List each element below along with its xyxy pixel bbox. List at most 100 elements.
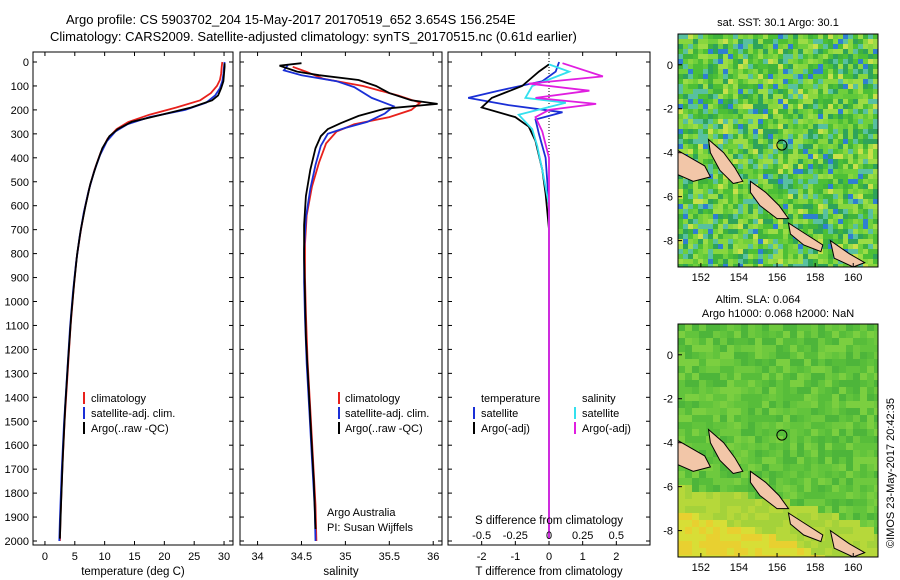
map-cell [733,119,738,124]
map-cell [768,64,773,69]
map-cell [873,69,878,74]
map-cell [741,499,748,506]
map-cell [874,527,878,534]
map-cell [833,169,838,174]
map-cell [846,534,853,541]
map-cell [825,555,832,557]
map-cell [848,149,853,154]
map-cell [783,234,788,239]
map-cell [833,139,838,144]
map-cell [853,219,858,224]
map-cell [728,94,733,99]
depth-tick-label: 400 [11,153,29,165]
map-cell [713,513,720,520]
map-cell [763,224,768,229]
map-cell [867,541,874,548]
map-cell [858,114,863,119]
map-cell [727,359,734,366]
map-cell [738,134,743,139]
map-cell [738,244,743,249]
map-cell [728,49,733,54]
map-cell [811,373,818,380]
map-cell [828,194,833,199]
map-cell [793,199,798,204]
map-cell [698,54,703,59]
map-cell [723,189,728,194]
map-cell [804,443,811,450]
map-cell [804,415,811,422]
map-cell [688,119,693,124]
map-cell [738,144,743,149]
map-cell [748,541,755,548]
map-cell [788,204,793,209]
map-cell [858,194,863,199]
map-cell [733,194,738,199]
map-cell [718,124,723,129]
map-cell [863,149,868,154]
map-cell [753,109,758,114]
map-cell [748,429,755,436]
map-cell [798,74,803,79]
map-cell [873,89,878,94]
map-cell [853,443,860,450]
salinity-profile-panel [279,62,438,542]
map-x-tick-label: 154 [730,562,748,574]
map-cell [727,492,734,499]
map-cell [693,199,698,204]
map-cell [706,338,713,345]
map-cell [843,209,848,214]
map-cell [733,259,738,264]
map-cell [873,169,878,174]
map-cell [706,387,713,394]
map-cell [788,134,793,139]
map-cell [692,422,699,429]
map-cell [718,79,723,84]
map-cell [698,64,703,69]
map-cell [773,134,778,139]
map-cell [688,244,693,249]
map-cell [825,373,832,380]
map-cell [818,149,823,154]
map-cell [838,174,843,179]
map-cell [858,249,863,254]
map-cell [843,139,848,144]
map-cell [728,39,733,44]
map-cell [748,229,753,234]
map-cell [808,74,813,79]
map-cell [838,94,843,99]
map-cell [788,34,793,39]
map-cell [793,79,798,84]
map-cell [778,54,783,59]
map-cell [853,408,860,415]
map-cell [683,194,688,199]
map-cell [843,44,848,49]
map-cell [838,154,843,159]
map-cell [828,154,833,159]
map-cell [858,214,863,219]
map-cell [839,401,846,408]
map-cell [718,174,723,179]
map-cell [748,64,753,69]
map-cell [706,373,713,380]
map-x-tick-label: 152 [692,562,710,574]
map-cell [808,134,813,139]
map-cell [858,129,863,134]
map-cell [808,189,813,194]
map-cell [863,234,868,239]
map-cell [813,219,818,224]
map-cell [846,436,853,443]
map-cell [860,373,867,380]
map-cell [708,194,713,199]
map-cell [798,189,803,194]
map-cell [778,189,783,194]
map-cell [758,184,763,189]
map-cell [808,194,813,199]
map-cell [843,79,848,84]
map-cell [839,436,846,443]
map-cell [790,485,797,492]
map-cell [728,239,733,244]
map-cell [713,199,718,204]
map-cell [743,134,748,139]
map-cell [839,485,846,492]
map-cell [832,394,839,401]
